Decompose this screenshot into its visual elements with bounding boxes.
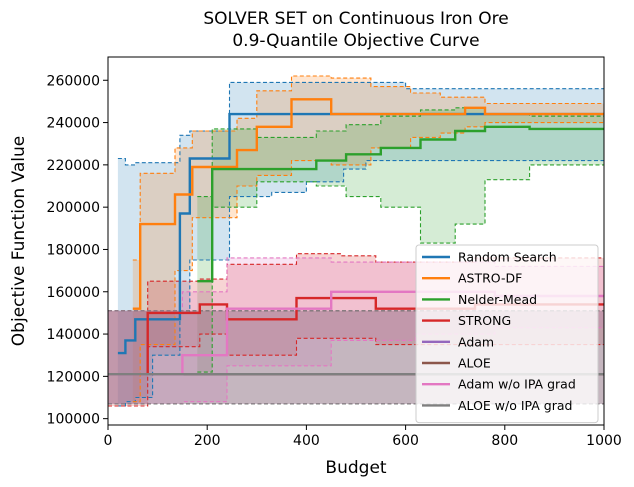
legend-label-7: ALOE w/o IPA grad: [458, 398, 572, 413]
series-line-2: [197, 125, 604, 283]
y-tick-label-4: 180000: [47, 242, 100, 258]
series-line-1: [132, 98, 604, 310]
x-tick-label-1: 200: [194, 433, 221, 449]
x-tick-label-0: 0: [104, 433, 113, 449]
band-1: [132, 76, 604, 402]
lower-bound-0: [117, 160, 604, 407]
y-tick-label-3: 160000: [47, 285, 100, 301]
x-tick-label-2: 400: [293, 433, 320, 449]
upper-bound-0: [117, 81, 604, 166]
legend-label-5: ALOE: [458, 356, 491, 371]
legend-label-2: Nelder-Mead: [458, 292, 537, 307]
y-tick-label-2: 140000: [47, 327, 100, 343]
y-tick-label-7: 240000: [47, 116, 100, 132]
x-axis-label: Budget: [325, 458, 386, 478]
legend-box: [415, 244, 599, 424]
chart-title-line1: SOLVER SET on Continuous Iron Ore: [203, 9, 508, 29]
lower-bound-2: [197, 164, 604, 373]
x-tick-label-3: 600: [392, 433, 419, 449]
y-tick-label-6: 220000: [47, 158, 100, 174]
y-tick-label-1: 120000: [47, 369, 100, 385]
y-tick-label-5: 200000: [47, 200, 100, 216]
band-2: [197, 107, 604, 373]
legend-label-1: ASTRO-DF: [458, 271, 522, 286]
chart-title-line2: 0.9-Quantile Objective Curve: [232, 31, 479, 51]
y-tick-label-8: 260000: [47, 73, 100, 89]
legend: Random Search ASTRO-DF Nelder-Mead STRONG Ad…: [415, 244, 599, 424]
legend-label-0: Random Search: [458, 250, 557, 265]
y-tick-label-0: 100000: [47, 412, 100, 428]
y-axis-label: Objective Function Value: [9, 136, 29, 346]
x-tick-label-4: 800: [491, 433, 518, 449]
legend-label-3: STRONG: [458, 313, 511, 328]
axes-frame: [107, 56, 605, 426]
lower-bound-1: [132, 122, 604, 403]
legend-label-6: Adam w/o IPA grad: [458, 377, 576, 392]
legend-label-4: Adam: [458, 334, 494, 349]
upper-bound-3: [108, 253, 604, 312]
band-0: [117, 82, 604, 406]
tick-labels: 0 200 400 600 800 1000 100000 120000 140000 16000…: [47, 73, 622, 449]
x-tick-label-5: 1000: [586, 433, 622, 449]
